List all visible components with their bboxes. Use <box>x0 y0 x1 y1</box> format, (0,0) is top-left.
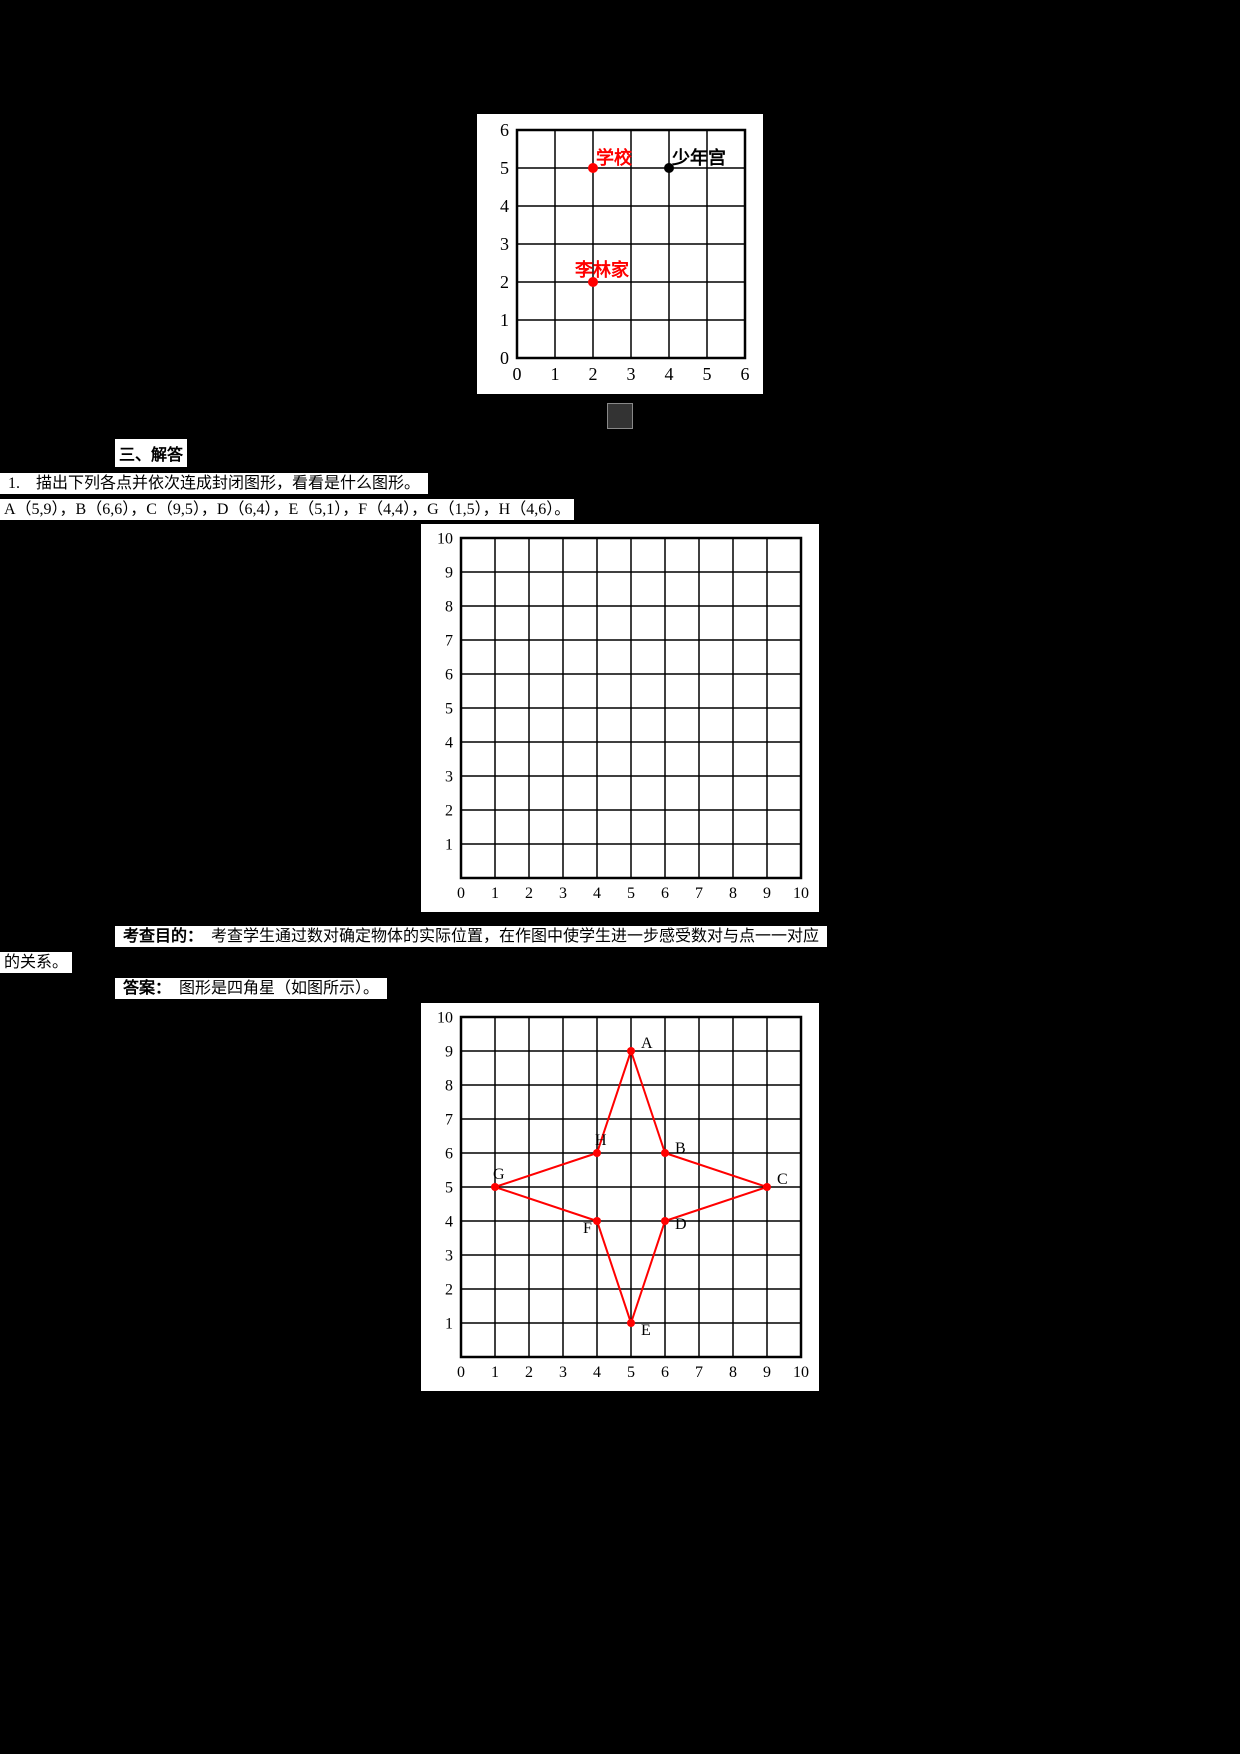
chart1-box: 0 1 2 3 4 5 6 0 1 2 3 4 5 6 学校 少年宫李林家 <box>477 114 763 394</box>
svg-text:9: 9 <box>445 564 453 581</box>
svg-text:2: 2 <box>589 364 598 384</box>
q1-body: 描出下列各点并依次连成封闭图形，看看是什么图形。 <box>32 473 424 494</box>
svg-text:1: 1 <box>551 364 560 384</box>
svg-text:6: 6 <box>741 364 750 384</box>
svg-text:7: 7 <box>445 632 453 649</box>
document-page: 0 1 2 3 4 5 6 0 1 2 3 4 5 6 学校 少年宫李林家 三、解答 1. 描出下列各点并依次… <box>0 0 1240 1396</box>
svg-text:2: 2 <box>500 272 509 292</box>
purpose-row: 考查目的：考查学生通过数对确定物体的实际位置，在作图中使学生进一步感受数对与点一… <box>115 921 1240 947</box>
svg-text:5: 5 <box>445 1179 453 1196</box>
purpose-text: 考查学生通过数对确定物体的实际位置，在作图中使学生进一步感受数对与点一一对应 <box>207 926 823 947</box>
svg-text:3: 3 <box>500 234 509 254</box>
answer-row: 答案：图形是四角星（如图所示）。 <box>115 973 1240 999</box>
svg-text:0: 0 <box>500 348 509 368</box>
section-heading: 三、解答 <box>115 439 187 467</box>
svg-text:5: 5 <box>500 158 509 178</box>
svg-text:4: 4 <box>445 734 453 751</box>
q1-points-row: A（5,9），B（6,6），C（9,5），D（6,4），E（5,1），F（4,4… <box>0 494 1240 520</box>
svg-text:D: D <box>675 1216 687 1233</box>
svg-text:1: 1 <box>445 1315 453 1332</box>
svg-text:A: A <box>641 1035 653 1052</box>
svg-text:2: 2 <box>525 1364 533 1381</box>
svg-text:10: 10 <box>437 532 453 547</box>
decorative-square <box>0 403 1240 434</box>
svg-text:5: 5 <box>445 700 453 717</box>
svg-text:0: 0 <box>457 1364 465 1381</box>
svg-text:F: F <box>583 1220 592 1237</box>
svg-text:2: 2 <box>445 1281 453 1298</box>
svg-text:3: 3 <box>559 1364 567 1381</box>
svg-text:E: E <box>641 1322 651 1339</box>
svg-text:4: 4 <box>665 364 674 384</box>
svg-text:6: 6 <box>445 1145 453 1162</box>
purpose-cont-row: 的关系。 <box>0 947 1240 973</box>
svg-text:4: 4 <box>500 196 509 216</box>
svg-text:7: 7 <box>695 1364 703 1381</box>
svg-text:8: 8 <box>445 598 453 615</box>
q1-number: 1. <box>4 473 24 494</box>
svg-text:7: 7 <box>695 885 703 902</box>
answer-line: 答案：图形是四角星（如图所示）。 <box>115 978 387 999</box>
chart2-container: 0 1 2 3 4 5 6 7 8 9 10 1 2 3 4 5 6 7 8 9 10 <box>0 524 1240 917</box>
q1-text: 1. 描出下列各点并依次连成封闭图形，看看是什么图形。 <box>0 473 428 494</box>
svg-text:10: 10 <box>437 1011 453 1026</box>
svg-text:3: 3 <box>627 364 636 384</box>
chart1-container: 0 1 2 3 4 5 6 0 1 2 3 4 5 6 学校 少年宫李林家 <box>0 114 1240 399</box>
answer-text: 图形是四角星（如图所示）。 <box>175 978 383 999</box>
svg-text:4: 4 <box>593 1364 601 1381</box>
svg-text:8: 8 <box>729 1364 737 1381</box>
svg-text:6: 6 <box>445 666 453 683</box>
chart3-svg: 0 1 2 3 4 5 6 7 8 9 10 1 2 3 4 5 6 7 8 9 10 A B C D E F G H <box>427 1011 809 1385</box>
svg-text:3: 3 <box>559 885 567 902</box>
svg-text:G: G <box>493 1166 505 1183</box>
svg-text:李林家: 李林家 <box>574 259 630 280</box>
svg-text:6: 6 <box>661 885 669 902</box>
svg-text:B: B <box>675 1140 686 1157</box>
svg-text:10: 10 <box>793 1364 809 1381</box>
purpose-line: 考查目的：考查学生通过数对确定物体的实际位置，在作图中使学生进一步感受数对与点一… <box>115 926 827 947</box>
svg-text:10: 10 <box>793 885 809 902</box>
svg-text:5: 5 <box>703 364 712 384</box>
svg-text:8: 8 <box>729 885 737 902</box>
svg-text:少年宫: 少年宫 <box>671 147 726 168</box>
purpose-label: 考查目的： <box>119 926 207 947</box>
svg-text:9: 9 <box>445 1043 453 1060</box>
chart3-container: 0 1 2 3 4 5 6 7 8 9 10 1 2 3 4 5 6 7 8 9 10 A B C D E F G H <box>0 1003 1240 1396</box>
svg-text:H: H <box>595 1132 607 1149</box>
svg-text:8: 8 <box>445 1077 453 1094</box>
svg-text:4: 4 <box>593 885 601 902</box>
chart3-box: 0 1 2 3 4 5 6 7 8 9 10 1 2 3 4 5 6 7 8 9 10 A B C D E F G H <box>421 1003 819 1391</box>
svg-text:1: 1 <box>491 1364 499 1381</box>
q1-line: 1. 描出下列各点并依次连成封闭图形，看看是什么图形。 <box>0 468 1240 494</box>
svg-text:9: 9 <box>763 885 771 902</box>
answer-label: 答案： <box>119 978 175 999</box>
svg-text:3: 3 <box>445 1247 453 1264</box>
svg-text:1: 1 <box>491 885 499 902</box>
svg-text:C: C <box>777 1171 788 1188</box>
svg-text:1: 1 <box>500 310 509 330</box>
svg-text:5: 5 <box>627 885 635 902</box>
svg-text:5: 5 <box>627 1364 635 1381</box>
svg-text:7: 7 <box>445 1111 453 1128</box>
svg-text:2: 2 <box>525 885 533 902</box>
svg-text:3: 3 <box>445 768 453 785</box>
svg-text:6: 6 <box>500 122 509 140</box>
chart1-svg: 0 1 2 3 4 5 6 0 1 2 3 4 5 6 学校 少年宫李林家 <box>483 122 753 388</box>
chart2-box: 0 1 2 3 4 5 6 7 8 9 10 1 2 3 4 5 6 7 8 9 10 <box>421 524 819 912</box>
svg-text:9: 9 <box>763 1364 771 1381</box>
purpose-cont: 的关系。 <box>0 952 72 973</box>
svg-text:0: 0 <box>513 364 522 384</box>
svg-text:学校: 学校 <box>596 147 633 168</box>
chart2-svg: 0 1 2 3 4 5 6 7 8 9 10 1 2 3 4 5 6 7 8 9 10 <box>427 532 809 906</box>
svg-text:1: 1 <box>445 836 453 853</box>
svg-text:6: 6 <box>661 1364 669 1381</box>
svg-text:2: 2 <box>445 802 453 819</box>
square-icon <box>607 403 633 429</box>
q1-points: A（5,9），B（6,6），C（9,5），D（6,4），E（5,1），F（4,4… <box>0 499 574 520</box>
svg-text:4: 4 <box>445 1213 453 1230</box>
svg-text:0: 0 <box>457 885 465 902</box>
section-row: 三、解答 <box>0 438 1240 468</box>
